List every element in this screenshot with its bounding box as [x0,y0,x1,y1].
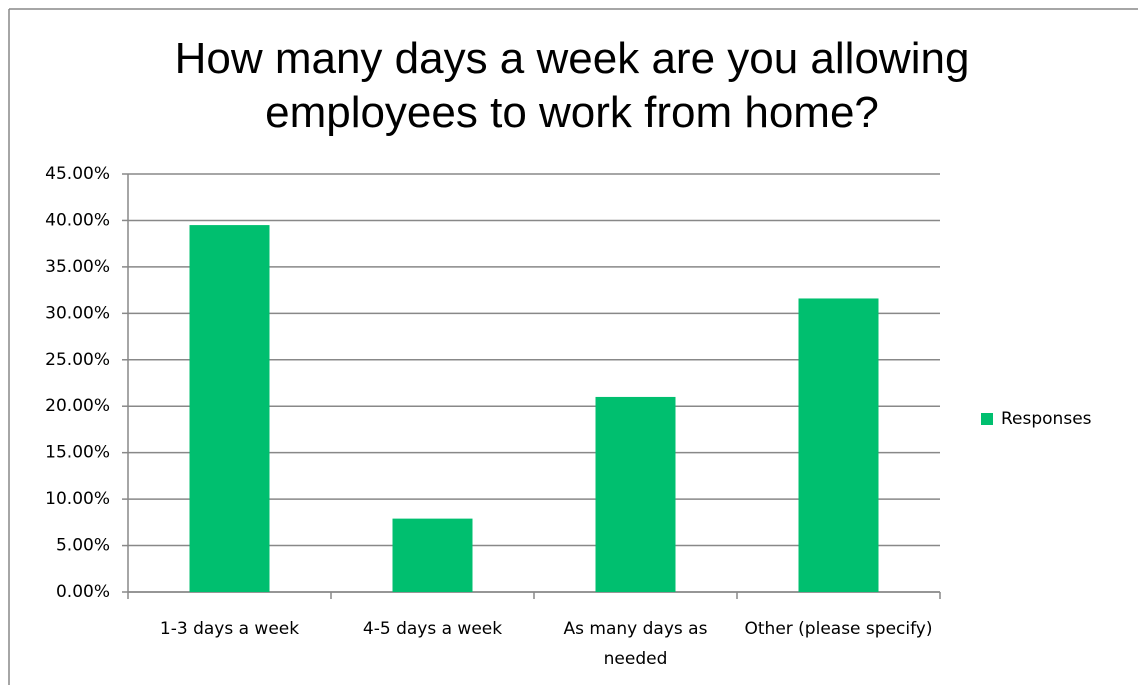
bar [595,396,676,592]
bar [189,225,270,593]
bar [392,518,473,592]
bar [798,298,879,592]
x-tick-label: 4-5 days a week [362,619,503,639]
legend-swatch [981,413,993,425]
chart-title: How many days a week are you allowing em… [174,34,970,137]
y-tick-label: 45.00% [45,164,110,184]
x-tick-label: As many days as needed [563,619,708,669]
y-tick-label: 25.00% [45,350,110,370]
y-tick-label: 10.00% [45,489,110,509]
x-tick-label: 1-3 days a week [159,619,300,639]
y-tick-label: 35.00% [45,257,110,277]
y-tick-label: 40.00% [45,210,110,230]
x-tick-label: Other (please specify) [744,619,933,639]
y-tick-label: 20.00% [45,396,110,416]
y-tick-label: 5.00% [56,536,110,556]
y-tick-label: 0.00% [56,582,110,602]
legend-label: Responses [1001,409,1092,429]
y-tick-label: 30.00% [45,303,110,323]
y-tick-label: 15.00% [45,443,110,463]
